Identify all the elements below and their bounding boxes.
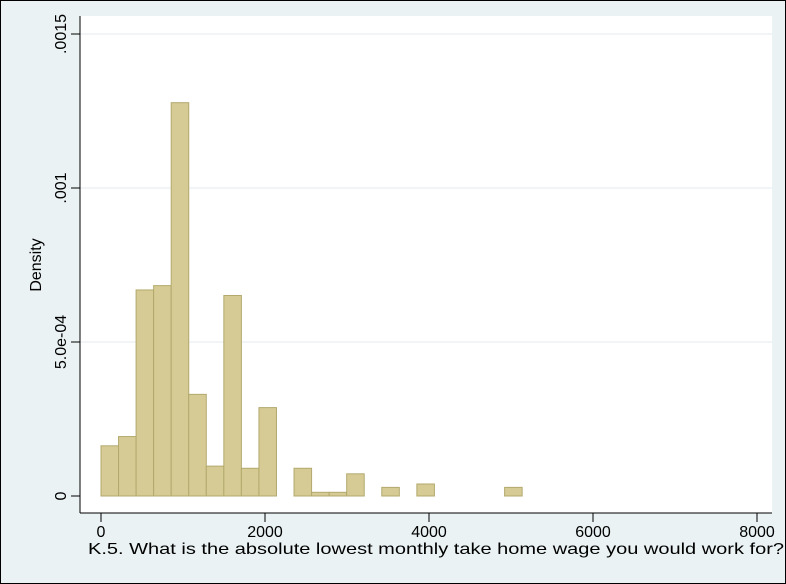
histogram-bar [118,436,137,497]
y-tick-label: .0015 [53,14,70,54]
histogram-bar [311,491,330,497]
x-tick-label: 8000 [739,524,775,541]
x-axis-title: K.5. What is the absolute lowest monthly… [88,541,784,558]
y-tick-label: 5.0e-04 [53,315,70,369]
histogram-bar [170,102,190,497]
x-axis: 0 2000 4000 6000 8000 [80,512,775,541]
histogram-bar [188,393,207,497]
x-tick-label: 6000 [575,524,611,541]
histogram-bar [346,473,365,497]
histogram-bar [240,467,260,497]
grid-lines [80,33,772,343]
y-axis-title: Density [28,238,45,291]
y-tick-label: 0 [53,491,70,500]
histogram-bar [100,445,120,497]
histogram-bar [205,465,225,497]
x-tick-label: 4000 [411,524,447,541]
histogram-bar [258,407,277,497]
histogram-bar [381,486,400,497]
y-axis: 0 5.0e-04 .001 .0015 [53,14,81,513]
histogram-bar [293,467,313,497]
histogram-bar [328,491,348,497]
histogram-bar [223,294,242,497]
x-tick-label: 0 [97,524,106,541]
histogram-bar [504,486,523,497]
histogram-bar [153,285,172,497]
x-tick-label: 2000 [247,524,283,541]
histogram-bar [416,483,435,497]
histogram-bar [135,289,155,497]
histogram-bars [100,102,523,497]
y-tick-label: .001 [53,172,70,203]
